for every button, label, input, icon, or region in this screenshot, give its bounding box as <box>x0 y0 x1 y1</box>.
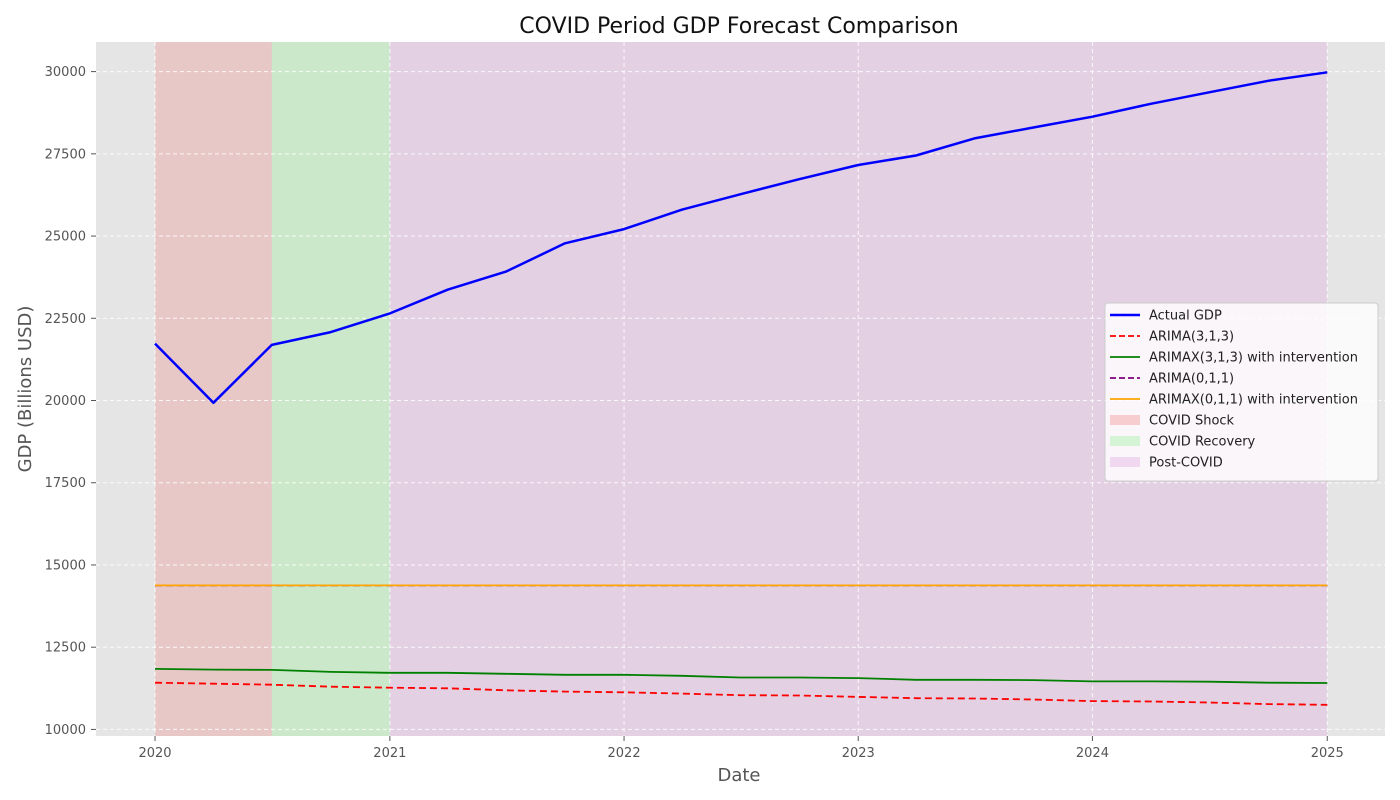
series-line-2 <box>154 668 1328 684</box>
y-tick-label-7: 27500 <box>45 147 86 162</box>
y-axis-ticks: 10000 12500 15000 17500 20000 22500 25000 27500… <box>45 65 96 738</box>
region-0 <box>155 42 272 736</box>
y-tick-label-4: 20000 <box>45 394 86 409</box>
legend-region-swatch-2 <box>1110 457 1140 467</box>
x-tick-label-2: 2022 <box>608 746 641 761</box>
y-tick-label-0: 10000 <box>45 723 86 738</box>
series-lines <box>154 71 1328 706</box>
legend-label-0: Actual GDP <box>1149 309 1222 324</box>
legend-label-1: ARIMA(3,1,3) <box>1149 330 1234 345</box>
x-tick-label-3: 2023 <box>842 746 875 761</box>
x-tick-label-0: 2020 <box>138 746 171 761</box>
legend-label-2: ARIMAX(3,1,3) with intervention <box>1149 351 1358 366</box>
legend-region-swatch-1 <box>1110 436 1140 446</box>
y-tick-label-8: 30000 <box>45 65 86 80</box>
legend-region-label-0: COVID Shock <box>1149 414 1235 429</box>
y-tick-label-5: 22500 <box>45 312 86 327</box>
x-tick-label-4: 2024 <box>1076 746 1109 761</box>
region-1 <box>271 42 390 736</box>
series-line-1 <box>154 681 1328 706</box>
y-tick-label-1: 12500 <box>45 641 86 656</box>
y-tick-label-2: 15000 <box>45 558 86 573</box>
y-axis-label: GDP (Billions USD) <box>15 306 36 473</box>
y-tick-label-3: 17500 <box>45 476 86 491</box>
y-tick-label-6: 25000 <box>45 230 86 245</box>
legend-region-label-1: COVID Recovery <box>1149 435 1256 450</box>
x-axis-label: Date <box>717 765 760 786</box>
series-line-0 <box>154 71 1328 405</box>
legend-region-label-2: Post-COVID <box>1149 456 1223 471</box>
legend-label-4: ARIMAX(0,1,1) with intervention <box>1149 393 1358 408</box>
legend-region-swatch-0 <box>1110 415 1140 425</box>
x-axis-ticks: 2020 2021 2022 2023 2024 2025 <box>138 736 1344 761</box>
x-tick-label-5: 2025 <box>1311 746 1344 761</box>
legend: Actual GDP ARIMA(3,1,3) ARIMAX(3,1,3) with… <box>1104 302 1379 482</box>
chart-title: COVID Period GDP Forecast Comparison <box>519 14 958 39</box>
legend-box <box>1104 302 1379 482</box>
legend-label-3: ARIMA(0,1,1) <box>1149 372 1234 387</box>
x-tick-label-1: 2021 <box>373 746 406 761</box>
